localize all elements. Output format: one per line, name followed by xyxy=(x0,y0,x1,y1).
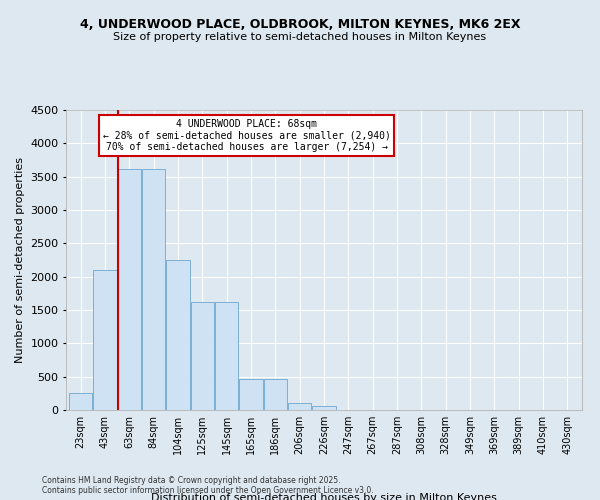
Y-axis label: Number of semi-detached properties: Number of semi-detached properties xyxy=(14,157,25,363)
Bar xyxy=(142,168,165,410)
Text: Contains HM Land Registry data © Crown copyright and database right 2025.
Contai: Contains HM Land Registry data © Crown c… xyxy=(42,476,374,495)
Bar xyxy=(166,260,190,410)
Bar xyxy=(264,380,287,410)
Bar xyxy=(69,394,92,410)
Text: 4 UNDERWOOD PLACE: 68sqm
← 28% of semi-detached houses are smaller (2,940)
70% o: 4 UNDERWOOD PLACE: 68sqm ← 28% of semi-d… xyxy=(103,119,391,152)
Bar xyxy=(239,380,263,410)
Bar xyxy=(215,302,238,410)
Bar xyxy=(313,406,335,410)
Text: Size of property relative to semi-detached houses in Milton Keynes: Size of property relative to semi-detach… xyxy=(113,32,487,42)
Text: 4, UNDERWOOD PLACE, OLDBROOK, MILTON KEYNES, MK6 2EX: 4, UNDERWOOD PLACE, OLDBROOK, MILTON KEY… xyxy=(80,18,520,30)
X-axis label: Distribution of semi-detached houses by size in Milton Keynes: Distribution of semi-detached houses by … xyxy=(151,493,497,500)
Bar xyxy=(288,404,311,410)
Bar xyxy=(191,302,214,410)
Bar xyxy=(94,270,116,410)
Bar xyxy=(118,168,141,410)
